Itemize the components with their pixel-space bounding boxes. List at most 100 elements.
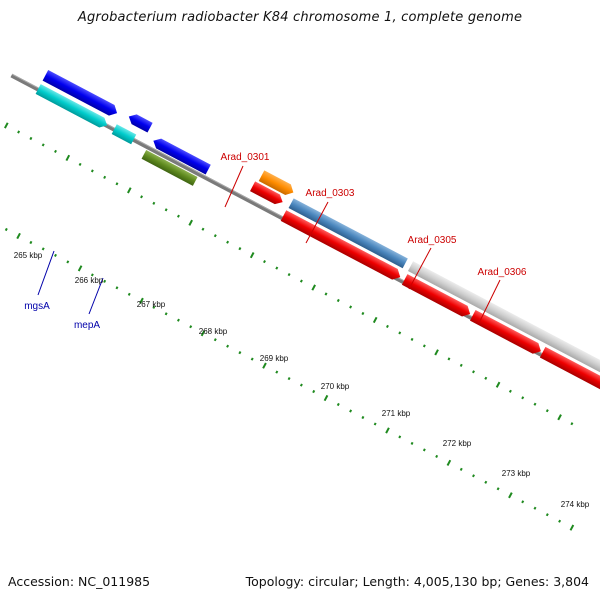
- major-tick: [65, 154, 71, 162]
- minor-tick: [90, 273, 94, 277]
- scale-label: 268 kbp: [199, 327, 228, 336]
- minor-tick: [361, 415, 365, 420]
- major-tick: [77, 265, 83, 272]
- scale-label: 266 kbp: [75, 276, 104, 285]
- minor-tick: [336, 402, 340, 407]
- minor-tick: [4, 227, 8, 232]
- scale-labels: 265 kbp 266 kbp 267 kbp 268 kbp 269 kbp …: [14, 251, 590, 509]
- major-tick: [188, 219, 193, 226]
- major-tick: [557, 414, 562, 421]
- topology-stats-text: Topology: circular; Length: 4,005,130 bp…: [245, 574, 589, 589]
- minor-tick: [422, 448, 426, 452]
- minor-tick: [287, 377, 291, 381]
- minor-tick: [533, 506, 537, 510]
- major-tick: [311, 284, 316, 291]
- minor-tick: [349, 305, 353, 309]
- minor-tick: [103, 279, 107, 283]
- major-tick: [372, 316, 378, 324]
- minor-tick: [250, 357, 254, 361]
- major-tick: [4, 122, 9, 129]
- major-tick: [249, 252, 255, 259]
- minor-tick: [238, 247, 242, 251]
- cyan-gene-1: [35, 84, 108, 128]
- red-gene-4: [469, 310, 541, 354]
- cyan-gene-2: [111, 124, 137, 145]
- leader-line-Arad_0306: [478, 279, 501, 324]
- major-tick: [139, 297, 144, 304]
- minor-tick: [472, 474, 475, 478]
- minor-tick: [484, 376, 488, 380]
- scale-label: 274 kbp: [561, 500, 590, 509]
- minor-tick: [570, 422, 574, 426]
- major-tick: [127, 187, 132, 194]
- leader-line-mgsA: [37, 250, 55, 296]
- scale-label: 272 kbp: [443, 439, 472, 448]
- minor-tick: [127, 292, 131, 296]
- minor-tick: [177, 214, 180, 218]
- red-gene-1: [250, 181, 283, 205]
- minor-tick: [533, 402, 537, 406]
- minor-tick: [41, 247, 45, 251]
- minor-tick: [558, 519, 562, 523]
- minor-tick: [385, 324, 389, 329]
- leader-line-Arad_0305: [408, 247, 432, 290]
- minor-tick: [17, 130, 21, 134]
- minor-tick: [41, 143, 45, 147]
- scale-label: 267 kbp: [137, 300, 166, 309]
- tick-marks: [4, 122, 575, 531]
- Arad_0301-gene: [258, 170, 294, 196]
- minor-tick: [312, 389, 316, 394]
- minor-tick: [275, 266, 279, 270]
- minor-tick: [115, 182, 119, 186]
- minor-tick: [508, 389, 512, 393]
- locus-label-Arad_0303: Arad_0303: [306, 188, 355, 199]
- minor-tick: [164, 312, 168, 316]
- mepA-gene: [141, 149, 198, 186]
- major-tick: [495, 381, 501, 388]
- genome-backbone-group: [10, 70, 600, 442]
- minor-tick: [447, 357, 451, 361]
- scale-label: 270 kbp: [321, 382, 350, 391]
- minor-tick: [66, 260, 70, 264]
- minor-tick: [422, 344, 426, 348]
- minor-tick: [472, 370, 475, 374]
- major-tick: [446, 459, 452, 466]
- major-tick: [569, 524, 575, 531]
- minor-tick: [213, 234, 217, 238]
- minor-tick: [521, 396, 525, 400]
- red-gene-3: [401, 274, 471, 317]
- minor-tick: [54, 253, 57, 257]
- locus-label-Arad_0305: Arad_0305: [408, 235, 457, 246]
- major-tick: [323, 394, 329, 402]
- minor-tick: [410, 441, 414, 445]
- minor-tick: [545, 409, 549, 413]
- minor-tick: [373, 422, 377, 426]
- Arad_0303-gene: [288, 198, 408, 269]
- minor-tick: [361, 311, 365, 316]
- minor-tick: [90, 169, 94, 173]
- accession-text: Accession: NC_011985: [8, 574, 151, 589]
- minor-tick: [164, 208, 168, 212]
- minor-tick: [238, 351, 242, 355]
- leader-line-mepA: [88, 277, 104, 315]
- blue-gene-3: [153, 138, 211, 175]
- scale-label: 269 kbp: [260, 354, 289, 363]
- minor-tick: [496, 487, 500, 491]
- minor-tick: [349, 409, 353, 413]
- minor-tick: [521, 500, 525, 504]
- leader-line-Arad_0303: [305, 201, 329, 244]
- minor-tick: [201, 227, 205, 231]
- minor-tick: [189, 325, 193, 329]
- major-tick: [508, 492, 513, 499]
- minor-tick: [140, 195, 143, 199]
- minor-tick: [336, 298, 340, 303]
- minor-tick: [545, 513, 549, 517]
- scale-label: 271 kbp: [382, 409, 411, 418]
- scale-label: 265 kbp: [14, 251, 43, 260]
- red-gene-2: [280, 210, 401, 280]
- minor-tick: [435, 454, 439, 458]
- minor-tick: [275, 370, 279, 374]
- minor-tick: [29, 240, 33, 245]
- minor-tick: [152, 305, 156, 309]
